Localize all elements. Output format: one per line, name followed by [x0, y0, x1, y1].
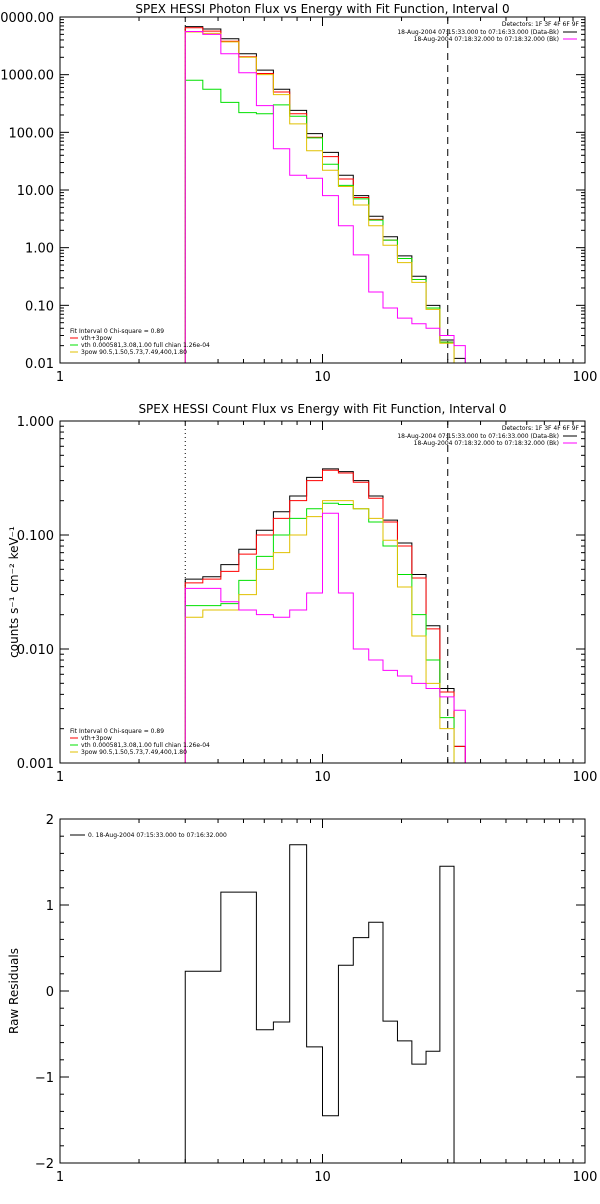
legend-entry: 0. 18-Aug-2004 07:15:33.000 to 07:16:32.…: [88, 832, 227, 839]
chart-title: SPEX HESSI Photon Flux vs Energy with Fi…: [135, 2, 509, 16]
y-tick-label: 0.100: [17, 529, 54, 544]
fit-legend-entry: vth 0.000581,3.08,1.00 full chian 1.26e-…: [81, 742, 210, 749]
series-bk: [184, 31, 466, 363]
x-tick-label: 100: [573, 1170, 598, 1185]
series-data-bk: [184, 26, 466, 363]
header-entry: 18-Aug-2004 07:18:32.000 to 07:18:32.000…: [414, 36, 559, 43]
y-tick-label: 0000.00: [0, 11, 54, 26]
plot-area: [184, 844, 455, 1163]
y-axis-label: Raw Residuals: [7, 948, 21, 1034]
axes-frame: [59, 16, 586, 364]
fit-legend-entry: 3pow 90.5,1.50,5.73,7.49,400,1.80: [81, 749, 187, 756]
header-detectors: Detectors: 1F 3F 4F 6F 9F: [502, 425, 580, 432]
x-tick-label: 10: [314, 770, 331, 785]
y-tick-label: 1: [46, 899, 54, 914]
x-tick-label: 100: [573, 770, 598, 785]
y-tick-label: 0.010: [17, 643, 54, 658]
y-tick-label: −1: [35, 1071, 54, 1086]
series-3pow: [184, 500, 466, 763]
fit-legend-entry: vth+3pow: [81, 735, 112, 742]
y-tick-label: −2: [35, 1157, 54, 1172]
plot-area: [184, 468, 466, 763]
plot-area: [184, 26, 466, 363]
y-tick-label: 0: [46, 985, 54, 1000]
x-tick-label: 1: [56, 770, 64, 785]
fit-legend-entry: vth 0.000581,3.08,1.00 full chian 1.26e-…: [81, 342, 210, 349]
header-detectors: Detectors: 1F 3F 4F 6F 9F: [502, 21, 580, 28]
x-tick-label: 1: [56, 370, 64, 385]
y-tick-label: 0.01: [25, 357, 54, 372]
series-vth: [184, 79, 466, 363]
y-tick-label: 1.00: [25, 242, 54, 257]
chart-panel-1: SPEX HESSI Photon Flux vs Energy with Fi…: [0, 2, 597, 385]
series-bk: [184, 512, 466, 763]
fit-legend-entry: vth+3pow: [81, 335, 112, 342]
y-tick-label: 2: [46, 813, 54, 828]
axes-frame: [59, 420, 586, 764]
chart-title: SPEX HESSI Count Flux vs Energy with Fit…: [138, 402, 506, 416]
series-vth: [184, 502, 466, 763]
y-tick-label: 1000.00: [0, 69, 54, 84]
fit-legend-title: Fit Interval 0 Chi-square = 0.89: [70, 328, 164, 335]
y-tick-label: 0.001: [17, 757, 54, 772]
chart-panel-2: SPEX HESSI Count Flux vs Energy with Fit…: [7, 402, 597, 785]
axes-frame: [59, 818, 586, 1164]
header-entry: 18-Aug-2004 07:15:33.000 to 07:16:33.000…: [397, 433, 559, 440]
header-entry: 18-Aug-2004 07:15:33.000 to 07:16:33.000…: [397, 29, 559, 36]
series-0-18-aug-2004-07-15-33-000-to-07-16-32-000: [184, 844, 455, 1163]
y-tick-label: 1.000: [17, 415, 54, 430]
x-tick-label: 1: [56, 1170, 64, 1185]
y-tick-label: 10.00: [17, 184, 54, 199]
x-tick-label: 100: [573, 370, 598, 385]
chart-panel-3: Raw Residuals 1 10 100 −2 −1 0 1 2 0. 18-Aug-2004…: [7, 813, 597, 1185]
series-3pow: [184, 31, 466, 363]
y-tick-label: 0.10: [25, 299, 54, 314]
fit-legend-title: Fit Interval 0 Chi-square = 0.89: [70, 728, 164, 735]
y-tick-label: 100.00: [9, 126, 55, 141]
y-axis-label: counts s⁻¹ cm⁻² keV⁻¹: [7, 526, 21, 658]
fit-legend-entry: 3pow 90.5,1.50,5.73,7.49,400,1.80: [81, 349, 187, 356]
x-tick-label: 10: [314, 1170, 331, 1185]
header-entry: 18-Aug-2004 07:18:32.000 to 07:18:32.000…: [414, 440, 559, 447]
series-vth-3pow: [184, 469, 466, 763]
x-tick-label: 10: [314, 370, 331, 385]
